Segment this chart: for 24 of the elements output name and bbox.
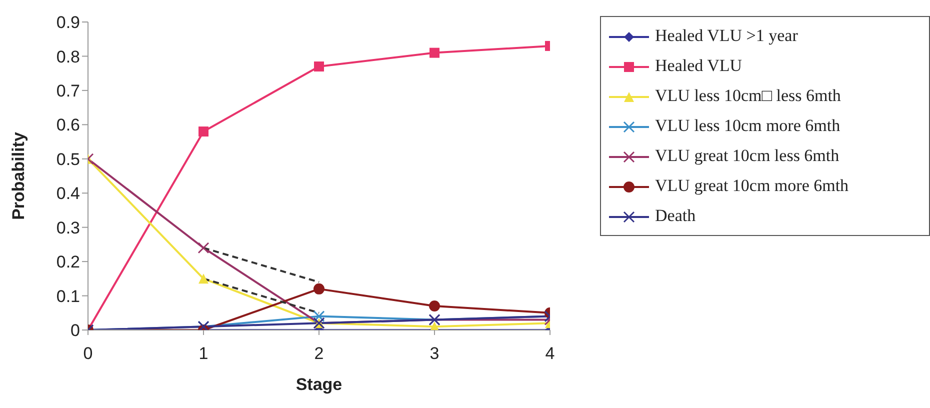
legend-label: VLU less 10cm more 6mth: [654, 115, 842, 137]
legend-label: VLU great 10cm less 6mth: [654, 145, 840, 167]
legend-label: Death: [654, 205, 697, 227]
x-tick-label: 1: [198, 344, 208, 364]
y-tick-label: 0.4: [56, 184, 80, 204]
x-tick-label: 3: [430, 344, 440, 364]
x-tick-label: 2: [314, 344, 324, 364]
y-tick-label: 0.8: [56, 47, 80, 66]
legend-label: Healed VLU: [654, 55, 744, 77]
y-tick-label: 0.5: [56, 150, 80, 169]
y-tick-label: 0.6: [56, 116, 80, 135]
y-tick-label: 0.9: [56, 13, 80, 32]
x-axis-title: Stage: [296, 375, 342, 394]
y-tick-label: 0.7: [56, 81, 80, 100]
legend-label: VLU great 10cm more 6mth: [654, 175, 850, 197]
x-tick-label: 0: [83, 344, 93, 364]
y-tick-label: 0: [70, 321, 80, 340]
y-tick-label: 0.1: [56, 286, 80, 306]
legend-label: Healed VLU >1 year: [654, 25, 799, 47]
legend-label: VLU less 10cm□ less 6mth: [654, 85, 842, 107]
y-tick-label: 0.2: [56, 252, 80, 272]
y-axis-title: Probability: [9, 132, 28, 220]
y-tick-label: 0.3: [56, 218, 80, 238]
x-tick-label: 4: [545, 344, 555, 364]
